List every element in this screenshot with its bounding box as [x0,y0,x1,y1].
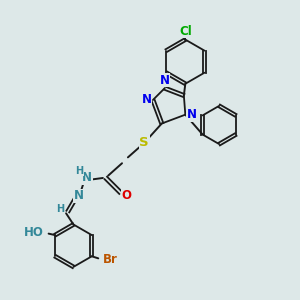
Text: HO: HO [24,226,44,239]
Text: N: N [82,172,92,184]
Text: N: N [187,108,197,121]
Text: N: N [160,74,170,87]
Text: N: N [74,189,83,202]
Text: O: O [122,189,131,202]
Text: N: N [142,93,152,106]
Text: H: H [75,166,83,176]
Text: H: H [56,204,64,214]
Text: Br: Br [103,253,118,266]
Text: S: S [139,136,149,149]
Text: Cl: Cl [179,25,192,38]
